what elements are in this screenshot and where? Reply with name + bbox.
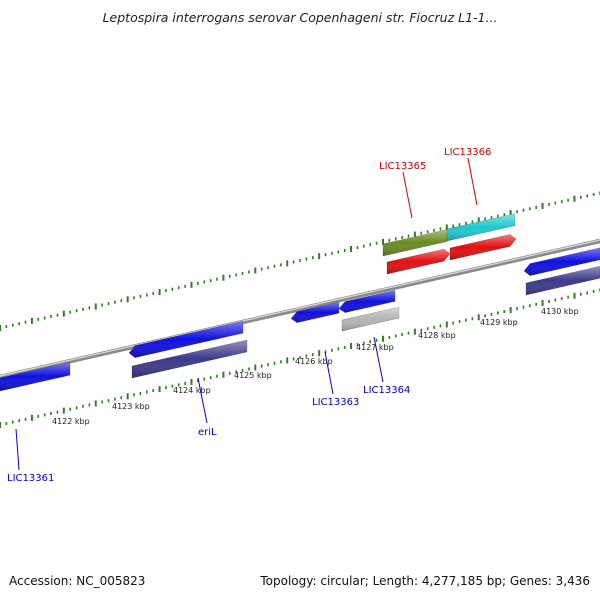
gene-lic13361: [0, 361, 71, 392]
gene-label-leader: [197, 377, 208, 424]
backbone-line: [0, 238, 600, 380]
genome-backbone: [0, 238, 600, 380]
gene-label-lic13364[interactable]: LIC13364: [363, 385, 410, 396]
gene-label-lic13361[interactable]: LIC13361: [7, 473, 54, 484]
gene-lic13364: [341, 306, 400, 332]
gene-label-leader: [324, 351, 334, 395]
gene-bar-navy-right: [525, 265, 600, 296]
gene-label-lic13366[interactable]: LIC13366: [444, 147, 491, 158]
gene-lic13366: [446, 213, 516, 242]
kbp-label: 4127 kbp: [356, 343, 394, 352]
gene-lic13363: [290, 301, 340, 323]
kbp-label: 4122 kbp: [52, 417, 90, 426]
gene-label-leader: [373, 336, 384, 383]
gene-label-leader: [15, 428, 20, 471]
genome-stats-text: Topology: circular; Length: 4,277,185 bp…: [260, 574, 590, 588]
map-title: Leptospira interrogans serovar Copenhage…: [103, 10, 498, 25]
gene-label-eril[interactable]: eriL: [198, 427, 217, 438]
gene-bar-blue-right: [523, 247, 600, 276]
gene-label-lic13365[interactable]: LIC13365: [379, 161, 426, 172]
kbp-label: 4123 kbp: [112, 402, 150, 411]
gene-lic13364-blue: [338, 289, 396, 313]
gene-label-lic13363[interactable]: LIC13363: [312, 397, 359, 408]
gene-red-2: [449, 234, 517, 261]
kbp-label: 4124 kbp: [173, 386, 211, 395]
kbp-label: 4129 kbp: [480, 318, 518, 327]
gene-red-1: [386, 248, 451, 275]
kbp-label: 4128 kbp: [418, 331, 456, 340]
backbone-highlight: [0, 239, 600, 377]
kbp-label: 4125 kbp: [234, 371, 272, 380]
gene-label-leader: [467, 157, 478, 206]
tick-marks: [0, 191, 600, 428]
accession-text: Accession: NC_005823: [9, 574, 146, 588]
gene-labels: LIC13361 eriL LIC13363 LIC13364 LIC13365 LIC1…: [7, 147, 491, 484]
gene-label-leader: [402, 171, 413, 219]
kbp-labels: 4122 kbp 4123 kbp 4124 kbp 4125 kbp 4126 kbp…: [52, 307, 579, 426]
gene-lic13365: [382, 229, 448, 257]
kbp-label: 4130 kbp: [541, 307, 579, 316]
gene-eril: [131, 339, 248, 379]
gene-bar-blue: [128, 320, 244, 358]
gene-features: [0, 213, 600, 392]
kbp-label: 4126 kbp: [295, 357, 333, 366]
